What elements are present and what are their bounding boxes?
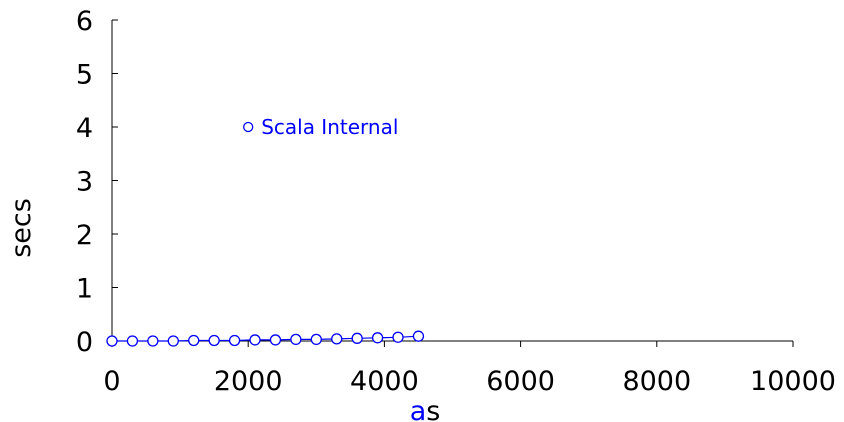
data-point [126,335,139,347]
y-tick-label: 0 [76,327,93,358]
y-axis-title: secs [6,198,37,258]
y-tick-label: 3 [76,167,93,198]
x-tick-label: 2000 [214,366,283,397]
x-tick-label: 0 [103,366,120,397]
x-axis-title: as [410,396,441,422]
data-point [106,335,118,347]
data-point [249,334,261,346]
x-tick-label: 4000 [350,366,419,397]
y-tick-label: 2 [76,220,93,251]
data-point [371,332,384,344]
data-point [228,334,241,347]
data-point [147,335,159,347]
y-tick-label: 6 [76,6,93,37]
x-tick-label: 6000 [486,366,555,397]
data-point [208,334,220,347]
x-axis-title-part: s [426,396,440,422]
data-point [310,333,322,346]
x-tick-label: 10000 [750,366,836,397]
axes [111,20,793,342]
plot-area [106,330,425,347]
data-point [351,332,363,344]
x-axis-title-part: a [410,396,427,422]
y-tick-label: 5 [76,60,93,91]
legend-marker [243,121,254,133]
data-point [412,330,425,342]
data-point [269,334,282,346]
data-point [167,335,179,347]
series-line [112,335,419,342]
y-tick-label: 4 [76,113,93,144]
ticks: 0 2000 4000 6000 8000 10000 0 1 2 3 4 5 6 [76,6,836,397]
data-point [331,333,343,345]
data-point [392,331,404,343]
y-tick-label: 1 [76,274,93,305]
legend: Scala Internal [243,115,398,139]
legend-label: Scala Internal [261,115,398,139]
data-point [290,333,302,346]
x-tick-label: 8000 [622,366,691,397]
data-point [188,334,200,347]
